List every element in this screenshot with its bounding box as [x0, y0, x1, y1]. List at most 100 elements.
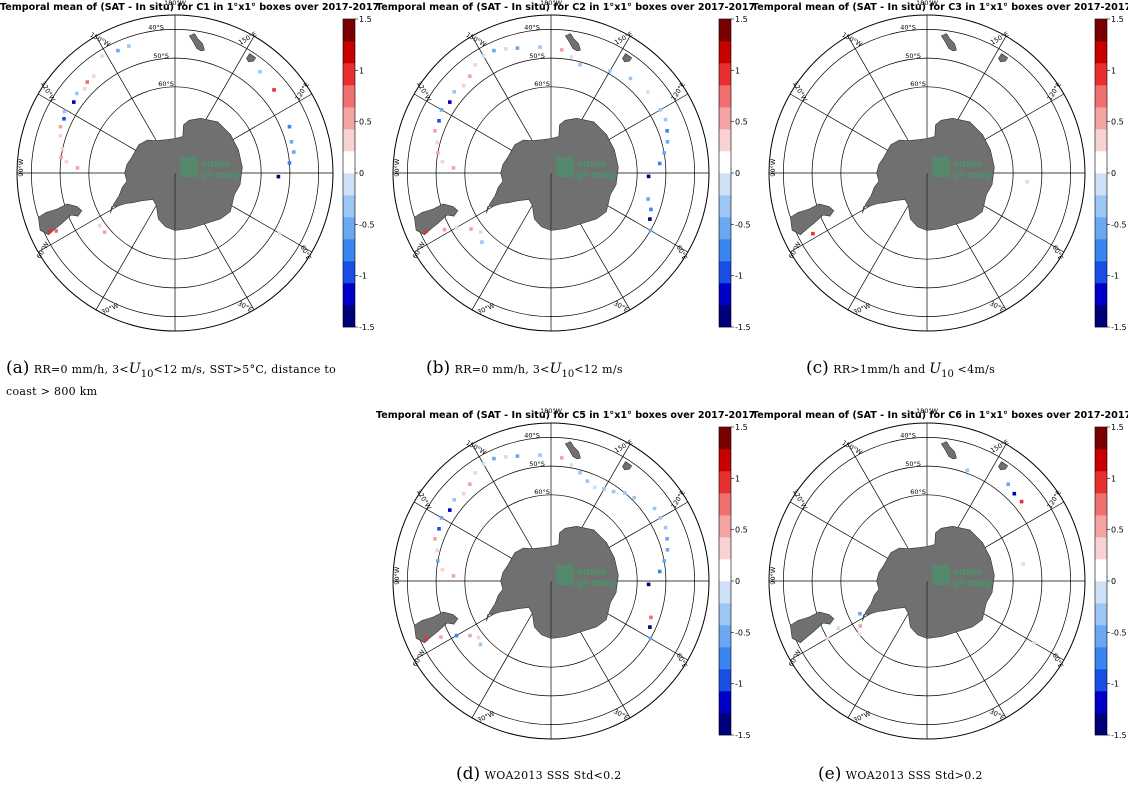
meridian-e — [847, 605, 913, 719]
data-point-b — [436, 151, 440, 155]
colorbar-segment-b — [719, 261, 731, 284]
data-point-d — [437, 527, 441, 531]
panel-title-c: Temporal mean of (SAT - In situ) for C3 … — [752, 2, 1128, 13]
colorbar-segment-d — [719, 515, 731, 538]
meridian-a — [95, 35, 161, 149]
colorbar-segment-b — [719, 195, 731, 218]
data-point-a — [58, 124, 63, 129]
data-point-a — [85, 80, 89, 84]
data-point-b — [469, 227, 473, 231]
data-point-d — [468, 633, 472, 638]
colorbar-tick-label-b: 1 — [735, 66, 740, 75]
colorbar-segment-a — [343, 239, 355, 262]
colorbar-segment-c — [1095, 261, 1107, 284]
watermark-logo-d — [556, 565, 574, 585]
data-point-b — [473, 63, 477, 67]
data-point-d — [658, 516, 663, 520]
caption-b-symbol: U — [549, 361, 562, 377]
data-point-d — [538, 453, 542, 457]
caption-a-text-1: RR=0 mm/h, 3< — [33, 363, 129, 376]
caption-a: (a) RR=0 mm/h, 3<U10<12 m/s, SST>5°C, di… — [6, 360, 366, 400]
colorbar-tick-label-b: -1.5 — [735, 323, 750, 332]
caption-a-symbol: U — [128, 361, 141, 377]
colorbar-segment-d — [719, 559, 731, 582]
colorbar-tick-label-b: 1.5 — [735, 15, 748, 24]
panel-title-e: Temporal mean of (SAT - In situ) for C6 … — [752, 410, 1128, 421]
colorbar-segment-b — [719, 129, 731, 152]
caption-e-label: (e) — [818, 764, 842, 784]
lon-label-c: 90°W — [769, 158, 777, 177]
antarctica-landmass-b — [486, 117, 619, 231]
colorbar-segment-d — [719, 471, 731, 494]
colorbar-segment-c — [1095, 151, 1107, 174]
meridian-c — [789, 93, 903, 159]
data-point-b — [628, 76, 633, 81]
colorbar-segment-c — [1095, 195, 1107, 218]
data-point-b — [452, 90, 456, 94]
data-point-a — [48, 229, 52, 234]
colorbar-tick-label-a: 1.5 — [359, 15, 372, 24]
data-point-c — [811, 231, 815, 236]
data-point-d — [433, 537, 437, 541]
data-point-a — [58, 133, 63, 138]
colorbar-tick-label-d: -1 — [735, 680, 743, 689]
data-point-e — [1006, 482, 1010, 486]
data-point-d — [569, 463, 574, 467]
watermark-text-2-a: pi-mep — [201, 170, 240, 181]
colorbar-tick-label-d: 0 — [735, 577, 740, 586]
lat-label-d: 60°S — [534, 488, 550, 496]
colorbar-tick-label-a: -0.5 — [359, 220, 374, 229]
data-point-b — [658, 108, 663, 112]
data-point-d — [468, 482, 472, 486]
south-america-landmass-a — [38, 203, 83, 236]
watermark-logo-b — [556, 157, 574, 177]
data-point-d — [648, 636, 653, 641]
data-point-e — [1012, 491, 1017, 496]
colorbar-tick-label-a: 1 — [359, 66, 364, 75]
data-point-b — [424, 229, 428, 234]
new-zealand-landmass-c — [940, 33, 957, 52]
data-point-e — [857, 632, 861, 636]
colorbar-segment-b — [719, 63, 731, 86]
data-point-d — [585, 479, 590, 483]
data-point-d — [657, 569, 662, 574]
colorbar-segment-a — [343, 41, 355, 64]
data-point-b — [437, 119, 441, 123]
colorbar-tick-label-d: 1.5 — [735, 423, 748, 432]
data-point-b — [526, 41, 530, 45]
lat-label-a: 40°S — [148, 24, 164, 32]
colorbar-segment-b — [719, 19, 731, 42]
lat-label-a: 60°S — [158, 80, 174, 88]
colorbar-tick-label-c: 0.5 — [1111, 118, 1124, 127]
data-point-d — [592, 485, 597, 490]
data-point-a — [277, 231, 282, 236]
caption-b-label: (b) — [426, 358, 451, 378]
data-point-d — [439, 635, 443, 639]
data-point-b — [461, 83, 466, 88]
colorbar-segment-d — [719, 493, 731, 516]
data-point-d — [665, 537, 669, 541]
meridian-a — [37, 93, 151, 159]
data-point-d — [436, 559, 440, 563]
colorbar-segment-a — [343, 85, 355, 108]
data-point-a — [92, 74, 96, 78]
data-point-d — [662, 559, 666, 563]
data-point-b — [657, 161, 662, 166]
colorbar-segment-a — [343, 173, 355, 196]
colorbar-segment-b — [719, 107, 731, 130]
lat-label-a: 50°S — [153, 52, 169, 60]
antarctica-landmass-e — [862, 525, 995, 639]
data-point-a — [116, 48, 120, 53]
caption-a-label: (a) — [6, 358, 30, 378]
colorbar-segment-c — [1095, 239, 1107, 262]
colorbar-segment-a — [343, 261, 355, 284]
data-point-d — [461, 491, 466, 496]
watermark-text-2-e: pi-mep — [953, 578, 992, 589]
colorbar-segment-c — [1095, 19, 1107, 42]
